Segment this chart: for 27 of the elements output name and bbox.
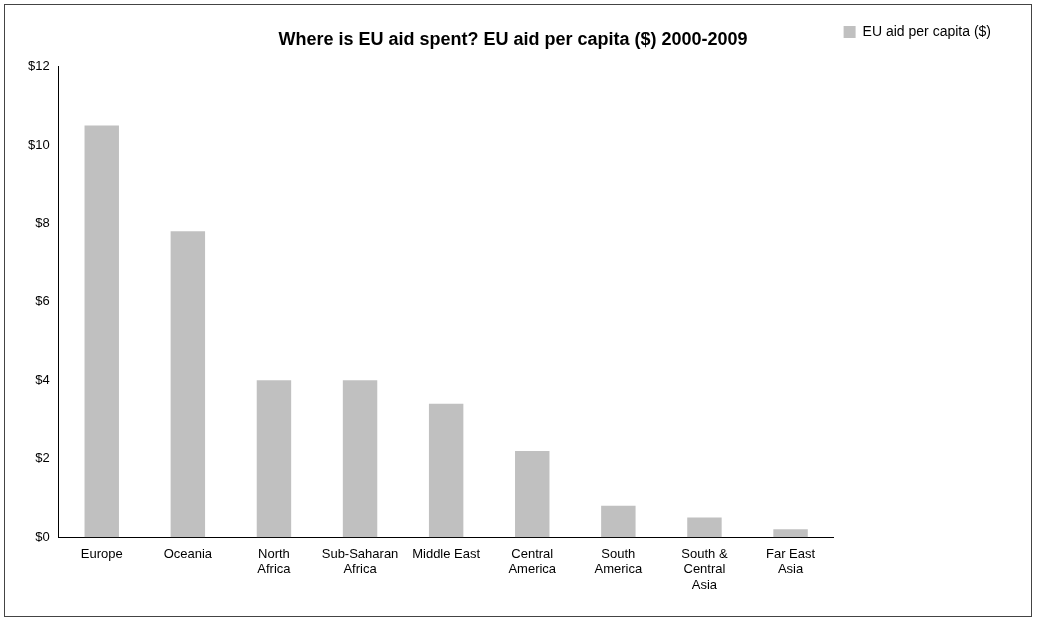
bar bbox=[687, 517, 722, 538]
x-tick-label: Far East Asia bbox=[765, 545, 816, 577]
x-tick-label: Sub-Saharan Africa bbox=[321, 545, 399, 577]
bar bbox=[84, 125, 119, 538]
bar bbox=[428, 403, 464, 538]
legend-label: EU aid per capita ($) bbox=[862, 22, 992, 39]
y-tick-label: $10 bbox=[27, 136, 50, 152]
x-tick-label: Europe bbox=[80, 545, 123, 561]
x-tick-label: North Africa bbox=[257, 545, 292, 577]
y-tick-label: $12 bbox=[27, 58, 50, 74]
x-tick-label: South & Central Asia bbox=[681, 545, 728, 592]
chart-title: Where is EU aid spent? EU aid per capita ($) 2000-2009 bbox=[278, 28, 748, 49]
x-tick-label: Middle East bbox=[412, 545, 481, 561]
y-tick-label: $0 bbox=[35, 528, 50, 544]
x-tick-label: Central America bbox=[508, 545, 557, 577]
y-tick-label: $2 bbox=[35, 450, 50, 466]
y-tick-label: $4 bbox=[35, 371, 50, 387]
y-tick-label: $6 bbox=[35, 293, 50, 309]
bar bbox=[515, 450, 550, 538]
x-tick-label: South America bbox=[594, 545, 643, 577]
bar bbox=[342, 380, 378, 538]
bar bbox=[170, 231, 206, 538]
bar bbox=[773, 529, 808, 538]
x-tick-label: Oceania bbox=[163, 545, 213, 561]
bar bbox=[601, 505, 636, 538]
bar bbox=[256, 380, 292, 538]
y-tick-label: $8 bbox=[35, 215, 50, 231]
